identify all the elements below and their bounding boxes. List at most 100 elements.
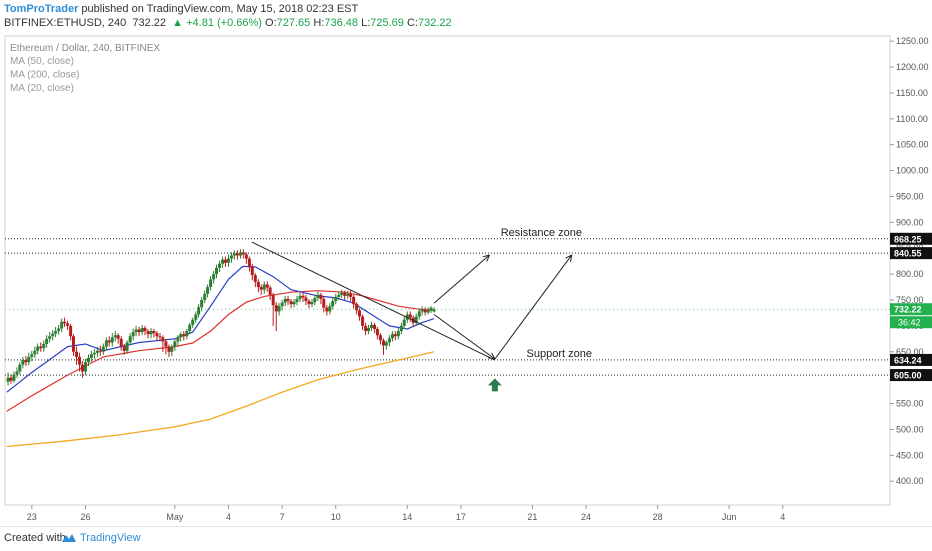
candle-body	[188, 324, 192, 332]
candle-body	[426, 310, 430, 313]
y-tick-label: 1200.00	[896, 62, 929, 72]
indicator-label: MA (50, close)	[10, 56, 74, 67]
candle-body	[250, 266, 254, 276]
ma50-line	[6, 290, 435, 412]
tradingview-brand[interactable]: TradingView	[80, 532, 141, 544]
y-tick-label: 400.00	[896, 476, 924, 486]
candle-body	[221, 259, 225, 264]
candle-body	[375, 328, 379, 336]
candle-body	[15, 371, 19, 375]
y-tick-label: 1100.00	[896, 114, 928, 124]
candle-body	[24, 360, 28, 363]
candle-body	[113, 335, 117, 338]
candle-body	[191, 319, 195, 325]
low-label: L:	[361, 17, 371, 29]
candle-body	[6, 377, 10, 382]
plot-frame	[4, 35, 891, 506]
level-label: 605.00	[894, 371, 922, 381]
candle-body	[390, 334, 394, 339]
candle-body	[215, 267, 219, 275]
candle-body	[209, 279, 213, 288]
candle-body	[155, 333, 159, 337]
candle-body	[167, 346, 171, 352]
candle-body	[206, 287, 210, 294]
symbol-label[interactable]: BITFINEX:ETHUSD, 240	[4, 17, 127, 29]
candle-body	[256, 281, 260, 288]
candle-body	[66, 323, 70, 326]
candle-body	[218, 263, 222, 268]
chart-title: Ethereum / Dollar, 240, BITFINEX	[10, 43, 160, 54]
candle-body	[417, 311, 421, 317]
projection-arrow	[433, 314, 496, 360]
indicator-label: MA (20, close)	[10, 83, 74, 94]
candle-body	[274, 305, 278, 312]
x-tick-label: 4	[780, 512, 785, 522]
level-badge	[890, 353, 932, 366]
y-tick-label: 450.00	[896, 450, 924, 460]
candle-body	[286, 298, 290, 302]
candle-body	[125, 342, 129, 351]
level-badge	[890, 369, 932, 382]
candle-body	[265, 284, 269, 288]
y-tick-label: 800.00	[896, 269, 924, 279]
candle-body	[295, 298, 299, 303]
candle-body	[414, 316, 418, 323]
candle-body	[244, 254, 248, 259]
candle-body	[212, 274, 216, 280]
level-label: 868.25	[894, 234, 922, 244]
footer: Created with TradingView	[0, 526, 932, 551]
candle-body	[98, 350, 102, 352]
candle-body	[223, 259, 227, 263]
tradingview-logo-icon	[62, 534, 76, 542]
y-tick-label: 500.00	[896, 424, 924, 434]
price-chart[interactable]: 400.00450.00500.00550.00600.00650.00700.…	[0, 30, 932, 526]
candle-body	[346, 293, 350, 296]
candle-body	[370, 324, 374, 328]
author-link[interactable]: TomProTrader	[4, 3, 79, 15]
candle-body	[331, 301, 335, 307]
candle-body	[128, 336, 132, 343]
zone-label: Support zone	[527, 348, 592, 360]
x-tick-label: 10	[331, 512, 341, 522]
candle-body	[182, 334, 186, 337]
level-label: 840.55	[894, 249, 922, 259]
candle-body	[319, 294, 323, 299]
x-tick-label: 28	[653, 512, 663, 522]
close-label: C:	[406, 17, 418, 29]
countdown-label: 36:42	[898, 318, 921, 328]
candle-body	[131, 332, 135, 337]
candle-body	[423, 309, 427, 313]
candle-body	[149, 331, 153, 335]
candle-body	[203, 293, 207, 301]
candle-body	[322, 298, 326, 308]
candle-body	[253, 275, 257, 282]
arrowhead	[487, 352, 496, 360]
x-tick-label: 17	[456, 512, 466, 522]
candle-body	[325, 307, 329, 312]
chart-header: TomProTrader published on TradingView.co…	[0, 0, 932, 30]
projection-arrow	[433, 254, 490, 304]
candle-body	[39, 346, 43, 349]
y-tick-label: 550.00	[896, 399, 924, 409]
candle-body	[292, 302, 296, 305]
candle-body	[301, 295, 305, 298]
x-tick-label: 7	[280, 512, 285, 522]
candle-body	[146, 331, 150, 335]
candle-body	[232, 253, 236, 256]
candle-body	[197, 307, 201, 315]
candle-body	[173, 341, 177, 347]
candle-body	[57, 328, 61, 332]
candle-body	[83, 362, 87, 372]
current-price-label: 732.22	[894, 305, 922, 315]
arrowhead	[565, 254, 573, 262]
indicator-label: MA (200, close)	[10, 70, 79, 81]
y-tick-label: 1050.00	[896, 140, 929, 150]
candle-body	[48, 336, 52, 339]
x-tick-label: 21	[527, 512, 537, 522]
candle-body	[334, 296, 338, 302]
candle-body	[104, 340, 108, 347]
x-tick-label: Jun	[722, 512, 737, 522]
candle-body	[277, 306, 281, 312]
candle-body	[310, 302, 314, 305]
candle-body	[432, 309, 436, 312]
